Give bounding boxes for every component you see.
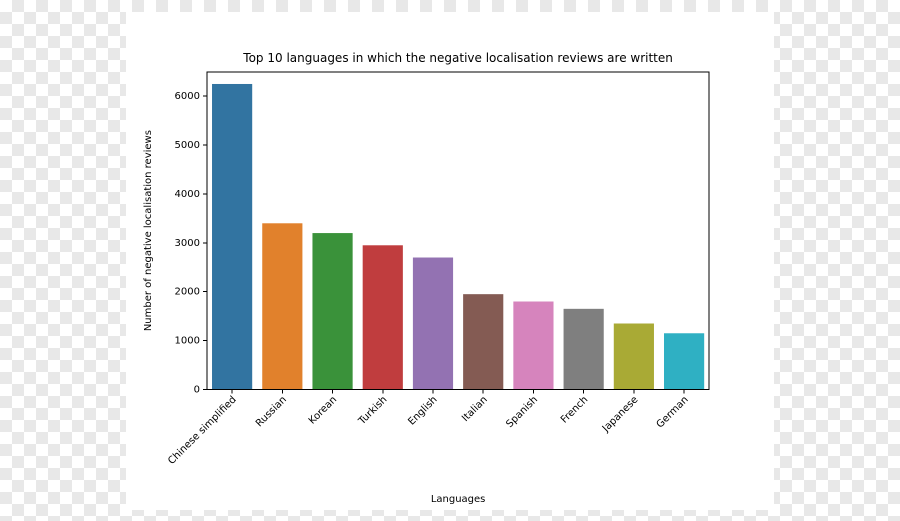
bar (262, 223, 302, 389)
y-tick-label: 0 (194, 384, 200, 395)
bar-chart: 0100020003000400050006000Chinese simplif… (126, 12, 774, 510)
bar (564, 309, 604, 390)
y-tick-label: 3000 (175, 238, 200, 249)
y-tick-label: 1000 (175, 336, 200, 347)
bar (312, 233, 352, 389)
bar (413, 258, 453, 390)
chart-container: 0100020003000400050006000Chinese simplif… (126, 12, 774, 510)
y-tick-label: 5000 (175, 140, 200, 151)
y-tick-label: 4000 (175, 189, 200, 200)
x-axis-label: Languages (431, 494, 486, 505)
bar (212, 84, 252, 390)
bar (664, 333, 704, 389)
bar (513, 302, 553, 390)
chart-title: Top 10 languages in which the negative l… (242, 51, 673, 65)
y-tick-label: 2000 (175, 287, 200, 298)
y-axis-label: Number of negative localisation reviews (143, 130, 154, 331)
bar (363, 245, 403, 389)
bar (463, 294, 503, 389)
bar (614, 324, 654, 390)
y-tick-label: 6000 (175, 91, 200, 102)
